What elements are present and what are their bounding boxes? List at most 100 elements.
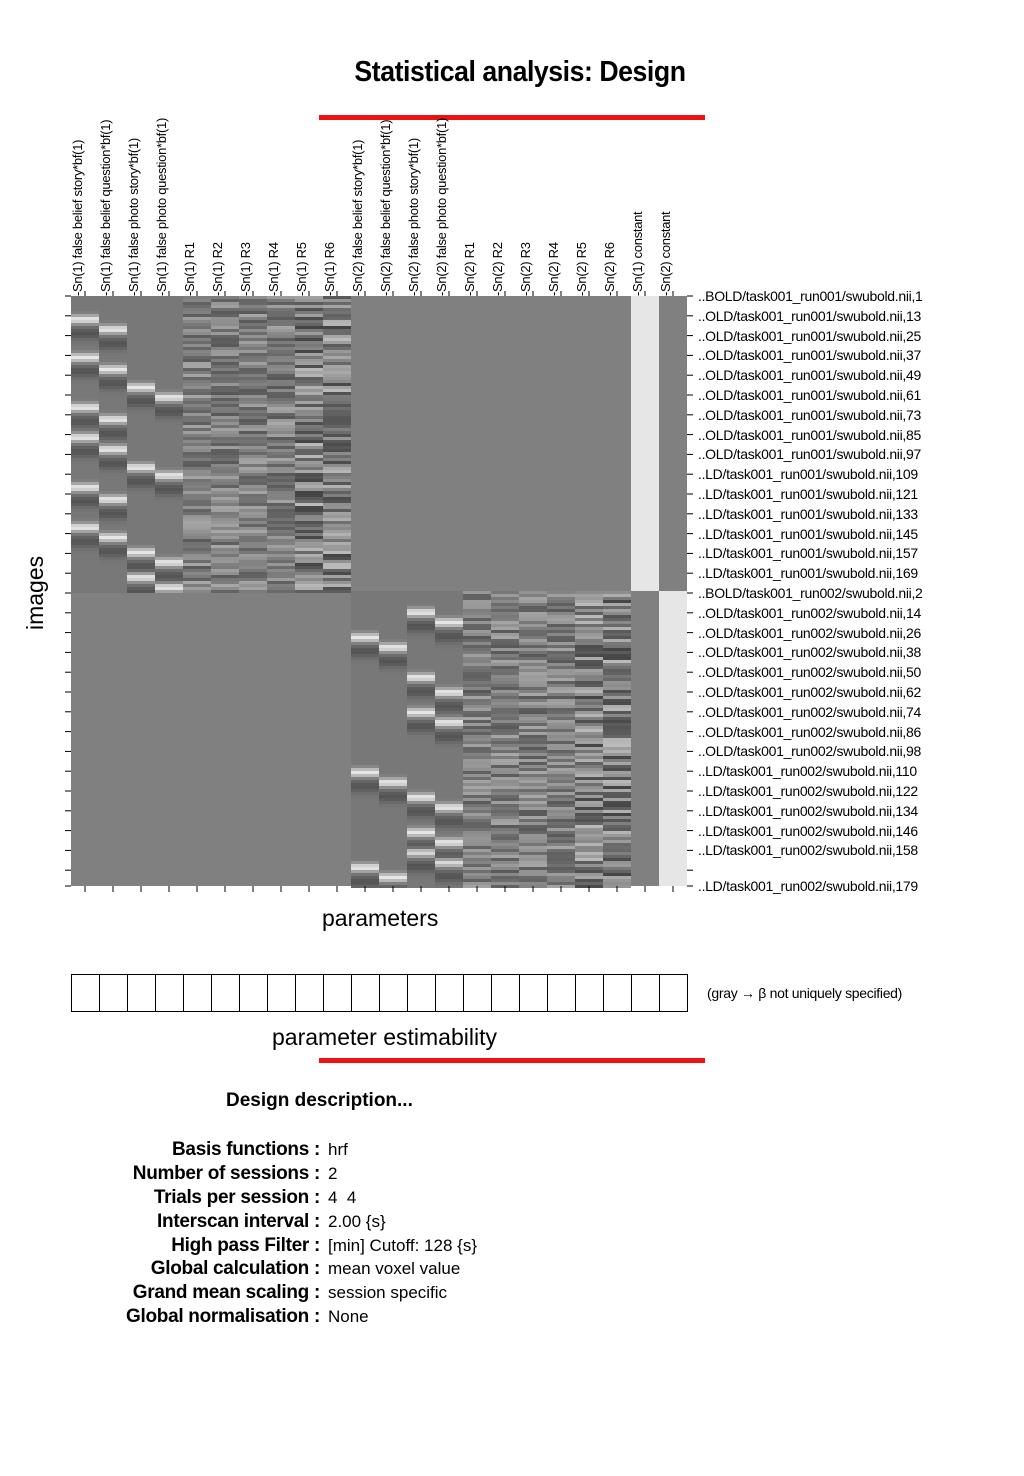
motion-regressor-band: [575, 633, 603, 636]
motion-regressor-band: [183, 431, 211, 434]
task-regressor-band: [351, 678, 379, 681]
task-regressor-band: [379, 696, 407, 699]
motion-regressor-band: [519, 753, 547, 756]
motion-regressor-band: [295, 578, 323, 581]
motion-regressor-band: [463, 768, 491, 771]
motion-regressor-band: [323, 515, 351, 518]
task-regressor-band: [435, 795, 463, 798]
motion-regressor-band: [323, 356, 351, 359]
task-regressor-band: [407, 774, 435, 777]
motion-regressor-band: [463, 864, 491, 867]
task-regressor-band: [351, 672, 379, 675]
task-regressor-band: [99, 356, 127, 359]
motion-regressor-band: [575, 594, 603, 597]
motion-regressor-band: [491, 630, 519, 633]
estimability-cell: [464, 974, 492, 1012]
motion-regressor-band: [575, 735, 603, 738]
task-regressor-band: [71, 554, 99, 557]
motion-regressor-band: [575, 615, 603, 618]
row-label: ..OLD/task001_run001/swubold.nii,49: [698, 367, 921, 384]
task-regressor-band: [99, 536, 127, 539]
motion-regressor-band: [519, 678, 547, 681]
task-regressor-band: [99, 581, 127, 584]
task-regressor-band: [71, 497, 99, 500]
motion-regressor-band: [239, 314, 267, 317]
motion-regressor-band: [491, 819, 519, 822]
parameter-estimability-bar: [71, 974, 688, 1012]
motion-regressor-band: [603, 825, 631, 828]
motion-regressor-band: [603, 672, 631, 675]
motion-regressor-band: [211, 407, 239, 410]
motion-regressor-band: [575, 822, 603, 825]
motion-regressor-band: [323, 380, 351, 383]
task-regressor-band: [99, 350, 127, 353]
task-regressor-band: [351, 651, 379, 654]
task-regressor-band: [99, 449, 127, 452]
motion-regressor-band: [547, 882, 575, 885]
motion-regressor-band: [239, 347, 267, 350]
task-regressor-band: [379, 726, 407, 729]
motion-regressor-band: [323, 470, 351, 473]
motion-regressor-band: [603, 591, 631, 594]
task-regressor-band: [127, 482, 155, 485]
motion-regressor-band: [519, 639, 547, 642]
task-regressor-band: [379, 837, 407, 840]
motion-regressor-band: [575, 678, 603, 681]
motion-regressor-band: [603, 822, 631, 825]
motion-regressor-band: [491, 867, 519, 870]
task-regressor-band: [407, 600, 435, 603]
task-regressor-band: [351, 621, 379, 624]
task-regressor-band: [407, 744, 435, 747]
motion-regressor-band: [575, 804, 603, 807]
task-regressor-band: [407, 660, 435, 663]
motion-regressor-band: [183, 437, 211, 440]
task-regressor-band: [407, 672, 435, 675]
task-regressor-band: [71, 410, 99, 413]
motion-regressor-band: [323, 485, 351, 488]
task-regressor-band: [407, 771, 435, 774]
task-regressor-band: [155, 545, 183, 548]
motion-regressor-band: [519, 663, 547, 666]
estimability-cell: [296, 974, 324, 1012]
motion-regressor-band: [547, 633, 575, 636]
motion-regressor-band: [575, 843, 603, 846]
task-regressor-band: [127, 440, 155, 443]
motion-regressor-band: [547, 648, 575, 651]
motion-regressor-band: [491, 879, 519, 882]
task-regressor-band: [379, 708, 407, 711]
task-regressor-band: [407, 609, 435, 612]
motion-regressor-band: [547, 627, 575, 630]
task-regressor-band: [127, 389, 155, 392]
task-regressor-band: [435, 615, 463, 618]
motion-regressor-band: [603, 765, 631, 768]
task-regressor-band: [379, 768, 407, 771]
motion-regressor-band: [211, 314, 239, 317]
task-regressor-band: [407, 807, 435, 810]
task-regressor-band: [127, 344, 155, 347]
task-regressor-band: [155, 548, 183, 551]
motion-regressor-band: [603, 669, 631, 672]
motion-regressor-band: [519, 777, 547, 780]
task-regressor-band: [127, 374, 155, 377]
motion-regressor-band: [211, 533, 239, 536]
motion-regressor-band: [239, 440, 267, 443]
design-matrix: [65, 291, 693, 892]
motion-regressor-band: [547, 687, 575, 690]
row-label: ..BOLD/task001_run002/swubold.nii,2: [698, 585, 923, 601]
motion-regressor-band: [491, 825, 519, 828]
task-regressor-band: [155, 305, 183, 308]
task-regressor-band: [435, 603, 463, 606]
task-regressor-band: [99, 401, 127, 404]
motion-regressor-band: [323, 482, 351, 485]
motion-regressor-band: [323, 584, 351, 587]
motion-regressor-band: [491, 660, 519, 663]
motion-regressor-band: [211, 512, 239, 515]
task-regressor-band: [351, 729, 379, 732]
task-regressor-band: [435, 813, 463, 816]
motion-regressor-band: [491, 810, 519, 813]
motion-regressor-band: [547, 714, 575, 717]
motion-regressor-band: [323, 389, 351, 392]
motion-regressor-band: [519, 648, 547, 651]
motion-regressor-band: [295, 320, 323, 323]
motion-regressor-band: [267, 548, 295, 551]
